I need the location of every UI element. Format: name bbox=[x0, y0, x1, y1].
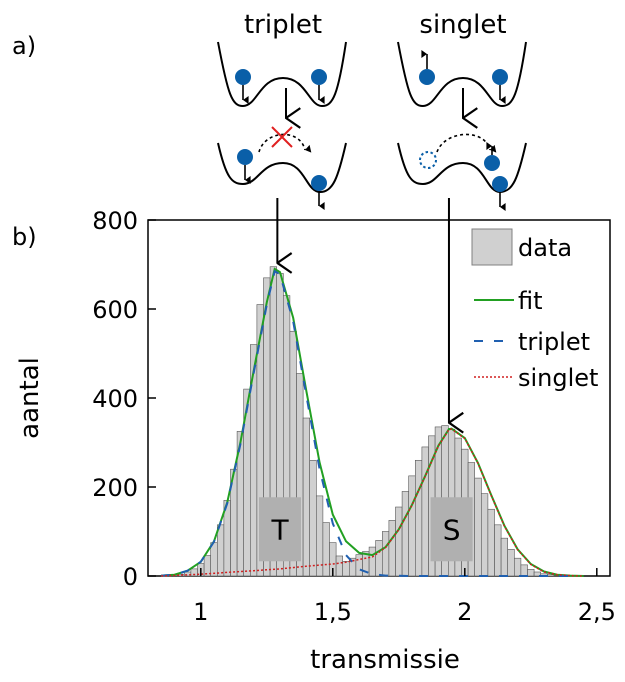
electron-icon bbox=[492, 176, 508, 192]
histogram-bar bbox=[546, 574, 555, 577]
legend: data fit triplet singlet bbox=[471, 228, 598, 392]
electron-icon bbox=[484, 155, 500, 171]
histogram-bar bbox=[520, 564, 528, 577]
curve-triplet bbox=[161, 269, 571, 577]
histogram-bar bbox=[342, 561, 350, 577]
peak-label: T bbox=[270, 513, 289, 546]
triplet-label: triplet bbox=[244, 10, 322, 40]
histogram-bar bbox=[217, 524, 225, 577]
histogram-bar bbox=[315, 495, 324, 577]
histogram-bar bbox=[414, 459, 423, 577]
histogram-bar bbox=[210, 542, 218, 577]
schematic: triplet singlet bbox=[217, 10, 527, 211]
singlet-double-well-bottom bbox=[397, 142, 527, 194]
histogram-bar bbox=[322, 522, 330, 577]
blocked-hop-arrow bbox=[258, 133, 312, 153]
panel-label-b: b) bbox=[12, 223, 37, 251]
y-tick-label: 200 bbox=[92, 474, 138, 502]
histogram-bar bbox=[500, 537, 509, 577]
panel-label-a: a) bbox=[12, 32, 36, 60]
y-axis-label: aantal bbox=[15, 357, 45, 439]
y-tick-label: 0 bbox=[123, 563, 138, 591]
histogram-bar bbox=[480, 493, 489, 577]
triplet-double-well-bottom bbox=[217, 142, 347, 194]
y-axis: 0 200 400 600 800 bbox=[92, 207, 156, 591]
blocked-cross-icon bbox=[271, 126, 293, 148]
histogram-bar bbox=[302, 417, 311, 577]
singlet-double-well-top bbox=[397, 41, 527, 108]
histogram-bar bbox=[355, 554, 363, 577]
electron-icon bbox=[419, 69, 435, 85]
peak-label-box bbox=[430, 497, 473, 562]
legend-swatch-data bbox=[471, 228, 513, 266]
electron-icon bbox=[235, 69, 251, 85]
electron-icon bbox=[311, 69, 327, 85]
tunnel-hop-arrow bbox=[436, 133, 497, 153]
empty-site-icon bbox=[419, 151, 437, 169]
peak-label-box bbox=[259, 497, 301, 562]
histogram-bar bbox=[388, 520, 396, 577]
y-tick-label: 600 bbox=[92, 296, 138, 324]
y-tick-label: 400 bbox=[92, 385, 138, 413]
electron-icon bbox=[311, 175, 327, 191]
electron-icon bbox=[237, 149, 253, 165]
fit-curves bbox=[161, 267, 584, 577]
histogram-bar bbox=[507, 548, 515, 577]
x-tick-label: 2,5 bbox=[578, 598, 616, 626]
legend-label-fit: fit bbox=[518, 287, 543, 315]
legend-label-singlet: singlet bbox=[518, 364, 598, 392]
histogram-bar bbox=[408, 475, 416, 577]
histogram-bar bbox=[513, 557, 522, 577]
histogram-bar bbox=[487, 508, 495, 577]
triplet-double-well-top bbox=[217, 41, 347, 108]
histogram-bar bbox=[494, 524, 502, 577]
legend-label-triplet: triplet bbox=[518, 328, 590, 356]
x-axis-label: transmissie bbox=[310, 645, 460, 675]
plot-area bbox=[147, 219, 611, 577]
peak-arrows bbox=[277, 198, 449, 423]
histogram-bar bbox=[381, 531, 390, 577]
y-tick-label: 800 bbox=[92, 207, 138, 235]
singlet-label: singlet bbox=[419, 10, 506, 40]
x-tick-label: 1,5 bbox=[314, 598, 352, 626]
curve-fit bbox=[161, 267, 584, 577]
histogram-bar bbox=[395, 506, 403, 577]
histogram-bar bbox=[335, 555, 344, 577]
histogram-bar bbox=[527, 569, 535, 577]
electron-icon bbox=[492, 69, 508, 85]
x-tick-label: 2 bbox=[457, 598, 472, 626]
x-tick-label: 1 bbox=[193, 598, 208, 626]
legend-label-data: data bbox=[518, 234, 572, 262]
peak-label: S bbox=[443, 513, 461, 546]
histogram-bar bbox=[368, 546, 377, 577]
histogram-bar bbox=[401, 491, 410, 577]
histogram-bar bbox=[375, 540, 383, 577]
histogram-bar bbox=[309, 459, 317, 577]
x-axis: 1 1,5 2 2,5 bbox=[193, 568, 616, 626]
histogram-bar bbox=[421, 446, 429, 577]
histogram-bar bbox=[474, 477, 482, 577]
